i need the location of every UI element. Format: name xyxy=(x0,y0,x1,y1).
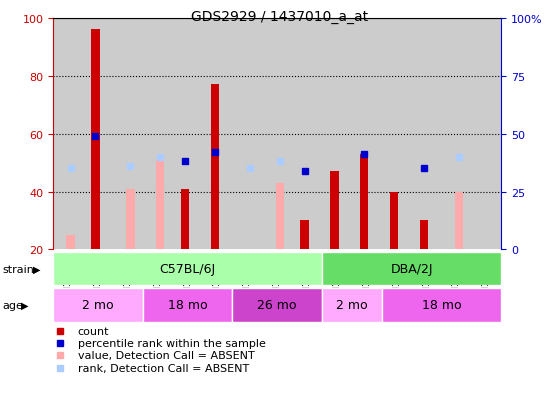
Text: 2 mo: 2 mo xyxy=(336,298,368,311)
Bar xyxy=(330,172,339,250)
Bar xyxy=(322,288,382,322)
Bar xyxy=(472,19,501,250)
Bar xyxy=(322,19,352,250)
Bar xyxy=(143,19,172,250)
Bar xyxy=(232,19,262,250)
Bar xyxy=(126,189,134,250)
Bar xyxy=(382,19,412,250)
Bar xyxy=(382,288,501,322)
Text: ▶: ▶ xyxy=(21,300,29,310)
Text: count: count xyxy=(78,326,109,336)
Bar xyxy=(292,19,322,250)
Bar xyxy=(156,160,165,250)
Bar xyxy=(181,189,189,250)
Text: 2 mo: 2 mo xyxy=(82,298,114,311)
Text: percentile rank within the sample: percentile rank within the sample xyxy=(78,338,265,348)
Text: ▶: ▶ xyxy=(32,264,40,274)
Bar xyxy=(113,19,143,250)
Bar xyxy=(203,19,232,250)
Bar xyxy=(420,221,428,250)
Bar xyxy=(360,154,368,250)
Text: 18 mo: 18 mo xyxy=(168,298,207,311)
Bar xyxy=(322,252,501,286)
Bar xyxy=(276,183,284,250)
Text: rank, Detection Call = ABSENT: rank, Detection Call = ABSENT xyxy=(78,363,249,373)
Bar xyxy=(83,19,113,250)
Text: strain: strain xyxy=(3,264,35,274)
Bar xyxy=(300,221,309,250)
Bar xyxy=(53,288,143,322)
Text: GDS2929 / 1437010_a_at: GDS2929 / 1437010_a_at xyxy=(192,10,368,24)
Bar xyxy=(67,235,75,250)
Bar xyxy=(390,192,398,250)
Text: age: age xyxy=(3,300,24,310)
Bar xyxy=(143,288,232,322)
Bar xyxy=(262,19,292,250)
Text: DBA/2J: DBA/2J xyxy=(390,262,433,275)
Bar xyxy=(412,19,441,250)
Bar xyxy=(441,19,472,250)
Bar xyxy=(91,30,100,250)
Text: C57BL/6J: C57BL/6J xyxy=(160,262,216,275)
Text: value, Detection Call = ABSENT: value, Detection Call = ABSENT xyxy=(78,351,255,361)
Bar xyxy=(232,288,322,322)
Text: 18 mo: 18 mo xyxy=(422,298,461,311)
Text: 26 mo: 26 mo xyxy=(258,298,297,311)
Bar xyxy=(53,252,322,286)
Bar xyxy=(53,19,83,250)
Bar xyxy=(172,19,203,250)
Bar xyxy=(352,19,382,250)
Bar xyxy=(455,192,463,250)
Bar xyxy=(211,85,219,250)
